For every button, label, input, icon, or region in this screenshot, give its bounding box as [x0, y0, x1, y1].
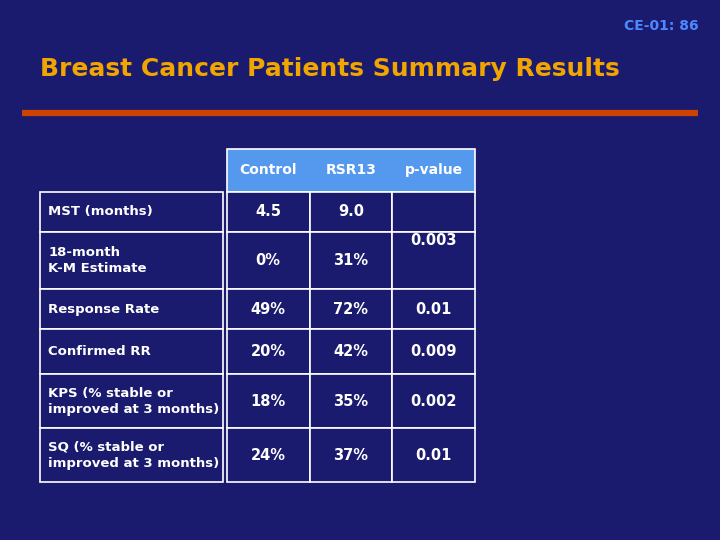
Text: 0.009: 0.009	[410, 345, 457, 359]
Text: 0.01: 0.01	[415, 448, 452, 463]
Text: 0.01: 0.01	[415, 302, 452, 316]
Text: Breast Cancer Patients Summary Results: Breast Cancer Patients Summary Results	[40, 57, 619, 80]
Text: Control: Control	[240, 163, 297, 177]
Text: p-value: p-value	[405, 163, 463, 177]
Text: MST (months): MST (months)	[48, 205, 153, 219]
Text: 20%: 20%	[251, 345, 286, 359]
Text: 18-month
K-M Estimate: 18-month K-M Estimate	[48, 246, 147, 275]
Text: 49%: 49%	[251, 302, 286, 316]
Text: Response Rate: Response Rate	[48, 302, 160, 316]
Text: 35%: 35%	[333, 394, 369, 409]
Text: 42%: 42%	[333, 345, 369, 359]
Text: 0.003: 0.003	[410, 233, 457, 248]
Text: 4.5: 4.5	[255, 205, 282, 219]
Text: 72%: 72%	[333, 302, 369, 316]
Text: 0%: 0%	[256, 253, 281, 268]
Text: 18%: 18%	[251, 394, 286, 409]
Text: 9.0: 9.0	[338, 205, 364, 219]
Text: 24%: 24%	[251, 448, 286, 463]
Text: KPS (% stable or
improved at 3 months): KPS (% stable or improved at 3 months)	[48, 387, 220, 416]
Text: Confirmed RR: Confirmed RR	[48, 345, 151, 359]
Text: RSR13: RSR13	[325, 163, 377, 177]
Text: SQ (% stable or
improved at 3 months): SQ (% stable or improved at 3 months)	[48, 441, 220, 470]
Text: CE-01: 86: CE-01: 86	[624, 19, 698, 33]
Text: 37%: 37%	[333, 448, 369, 463]
Text: 0.002: 0.002	[410, 394, 457, 409]
Text: 31%: 31%	[333, 253, 369, 268]
